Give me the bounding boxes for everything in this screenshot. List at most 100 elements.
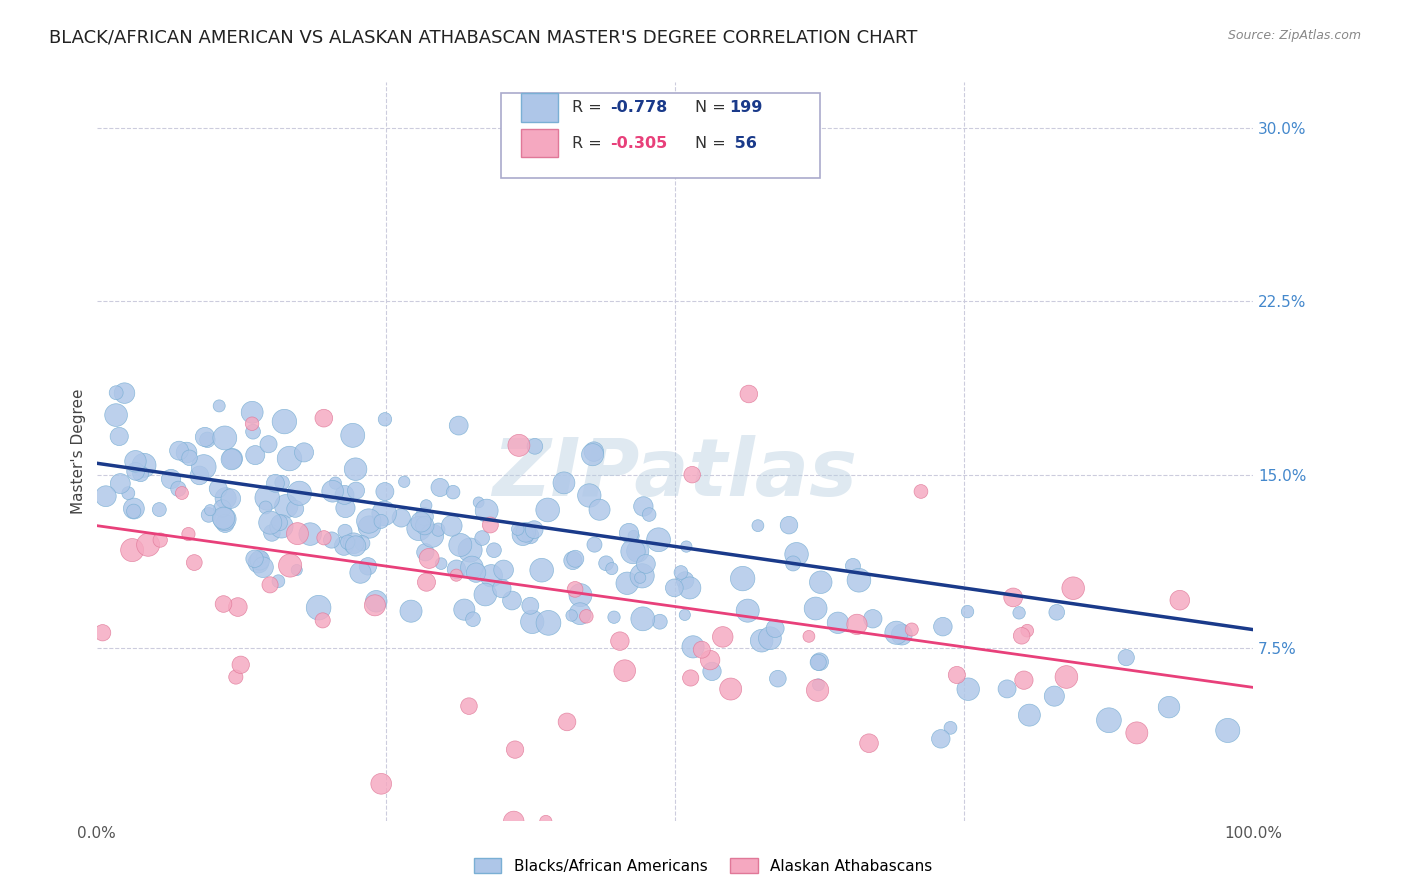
Point [845, 617, 868, 632]
Point [188, 468, 211, 483]
Point [886, 625, 908, 640]
Point [900, 623, 922, 637]
Point [214, 491, 236, 506]
Point [278, 558, 301, 573]
Text: 199: 199 [730, 100, 762, 115]
Point [465, 566, 488, 580]
Point [240, 405, 263, 419]
Text: -0.305: -0.305 [610, 136, 668, 151]
Point [690, 642, 713, 657]
Point [534, 814, 557, 829]
Point [392, 475, 415, 489]
Point [1216, 723, 1239, 738]
Point [806, 683, 828, 698]
Point [474, 588, 496, 602]
Point [226, 600, 249, 615]
Point [515, 525, 537, 540]
Point [501, 593, 523, 607]
Point [124, 464, 146, 478]
Point [471, 531, 494, 545]
Point [427, 523, 450, 537]
Point [273, 415, 295, 429]
Point [167, 443, 190, 458]
Point [440, 519, 463, 533]
Point [631, 612, 654, 626]
Point [679, 581, 702, 595]
Point [197, 433, 219, 447]
Point [583, 538, 606, 552]
Point [225, 670, 247, 684]
Point [807, 656, 830, 670]
Point [308, 600, 330, 615]
Point [939, 721, 962, 735]
Point [114, 386, 136, 401]
Point [245, 448, 267, 462]
Point [848, 573, 870, 587]
Point [995, 681, 1018, 696]
Point [321, 533, 343, 547]
Point [221, 452, 243, 467]
Point [271, 475, 294, 490]
Point [890, 627, 912, 641]
Point [461, 612, 484, 626]
Point [537, 615, 560, 630]
Point [105, 385, 128, 400]
Point [333, 488, 356, 502]
Point [364, 599, 387, 613]
Point [569, 588, 592, 602]
Point [121, 543, 143, 558]
Point [366, 594, 388, 608]
Point [738, 387, 761, 401]
Point [628, 571, 651, 585]
Point [600, 561, 623, 575]
Point [810, 575, 832, 590]
Point [229, 657, 252, 672]
Point [609, 634, 631, 648]
Point [207, 482, 229, 496]
Point [561, 608, 583, 623]
Point [759, 632, 782, 646]
Point [522, 615, 544, 629]
Point [136, 538, 159, 552]
Point [616, 576, 638, 591]
FancyBboxPatch shape [522, 129, 558, 157]
Point [211, 501, 233, 516]
Point [312, 613, 335, 627]
Point [270, 519, 292, 533]
Point [956, 605, 979, 619]
Point [631, 569, 654, 583]
Point [260, 525, 283, 540]
Point [1017, 624, 1039, 638]
Point [342, 428, 364, 442]
Point [492, 563, 515, 577]
Point [149, 533, 172, 547]
Point [214, 512, 236, 526]
Point [357, 514, 380, 528]
Point [1018, 708, 1040, 723]
Point [1098, 713, 1121, 727]
Point [122, 501, 145, 516]
Point [530, 563, 553, 577]
Point [617, 526, 640, 541]
Point [288, 486, 311, 500]
Point [160, 472, 183, 486]
Point [633, 500, 655, 514]
Point [1126, 726, 1149, 740]
Point [349, 566, 371, 580]
Point [413, 509, 436, 524]
Point [208, 399, 231, 413]
Text: R =: R = [572, 100, 607, 115]
Point [259, 578, 281, 592]
Point [582, 444, 605, 458]
Point [578, 488, 600, 502]
Point [575, 609, 598, 624]
Point [408, 522, 430, 536]
Point [807, 678, 830, 692]
Point [523, 523, 546, 537]
Point [862, 612, 884, 626]
Point [198, 503, 221, 517]
Point [1002, 591, 1025, 605]
Text: ZIPatlas: ZIPatlas [492, 435, 858, 513]
Point [336, 535, 359, 549]
Legend: Blacks/African Americans, Alaskan Athabascans: Blacks/African Americans, Alaskan Athaba… [468, 852, 938, 880]
